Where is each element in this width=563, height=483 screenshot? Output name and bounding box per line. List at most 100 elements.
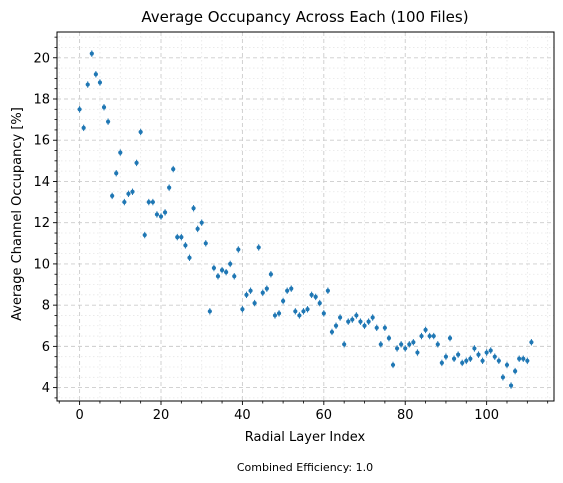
x-tick-label: 40	[234, 408, 251, 423]
y-tick-label: 10	[33, 257, 50, 272]
data-point	[317, 300, 322, 306]
data-point	[285, 288, 290, 293]
data-point	[236, 247, 241, 252]
data-point	[195, 226, 200, 231]
plot-frame	[56, 31, 555, 402]
data-point	[484, 350, 489, 355]
data-point	[77, 107, 82, 112]
data-point	[110, 193, 115, 198]
data-point	[443, 354, 449, 359]
data-points	[77, 50, 534, 389]
data-point	[464, 358, 469, 363]
data-point	[366, 319, 371, 324]
data-point	[354, 313, 359, 318]
data-point	[313, 294, 318, 299]
data-point	[272, 313, 278, 318]
data-point	[224, 270, 229, 275]
y-tick-label: 6	[42, 340, 50, 355]
data-point	[415, 350, 420, 355]
data-point	[167, 185, 172, 190]
data-point	[134, 160, 139, 166]
data-point	[138, 129, 143, 135]
data-point	[215, 274, 221, 279]
data-point	[521, 356, 526, 361]
data-point	[240, 307, 245, 312]
data-point	[305, 307, 310, 312]
data-point	[419, 333, 424, 339]
data-point	[525, 358, 530, 363]
data-point	[378, 342, 383, 347]
data-point	[439, 360, 444, 365]
data-point	[293, 309, 298, 314]
data-point	[97, 80, 103, 85]
data-point	[187, 255, 192, 260]
combined-efficiency-note: Combined Efficiency: 1.0	[237, 461, 373, 474]
data-point	[508, 383, 514, 388]
data-point	[411, 340, 416, 345]
data-point	[386, 336, 392, 341]
data-point	[329, 329, 335, 335]
data-point	[431, 333, 436, 339]
y-tick-label: 4	[42, 381, 50, 396]
minor-gridlines	[57, 32, 554, 401]
data-point	[150, 199, 155, 205]
data-point	[264, 286, 269, 291]
data-point	[517, 356, 522, 361]
x-tick-label: 20	[153, 408, 170, 423]
data-point	[101, 105, 107, 110]
data-point	[460, 360, 465, 365]
data-point	[260, 290, 265, 295]
data-point	[423, 327, 428, 332]
data-point	[333, 323, 339, 328]
data-point	[171, 166, 176, 172]
data-point	[427, 333, 432, 339]
data-point	[496, 358, 501, 363]
data-point	[105, 119, 111, 124]
data-point	[232, 274, 237, 279]
data-point	[529, 340, 534, 345]
data-point	[158, 214, 164, 219]
data-point	[451, 356, 457, 361]
data-point	[162, 210, 168, 215]
data-point	[183, 243, 188, 248]
data-point	[346, 319, 351, 324]
data-point	[114, 171, 119, 176]
data-point	[122, 199, 127, 205]
data-point	[403, 346, 408, 351]
y-tick-label: 18	[33, 92, 50, 107]
data-point	[276, 311, 282, 316]
x-tick-labels: 0 20 40 60 80 100	[75, 408, 499, 423]
data-point	[382, 325, 387, 330]
data-point	[301, 309, 306, 314]
data-point	[358, 319, 363, 324]
data-point	[281, 298, 286, 304]
data-point	[488, 348, 493, 353]
data-point	[297, 313, 302, 318]
data-point	[394, 346, 400, 351]
data-point	[435, 342, 440, 347]
data-point	[407, 342, 412, 347]
data-point	[146, 199, 151, 205]
data-point	[191, 206, 196, 211]
data-point	[370, 315, 375, 320]
data-point	[207, 309, 212, 314]
data-point	[492, 354, 497, 359]
x-axis-label: Radial Layer Index	[245, 430, 366, 445]
data-point	[390, 362, 396, 368]
data-point	[211, 265, 217, 271]
data-point	[513, 369, 518, 374]
data-point	[500, 375, 506, 380]
chart-title: Average Occupancy Across Each (100 Files…	[141, 8, 468, 26]
data-point	[248, 288, 253, 293]
data-point	[93, 72, 98, 77]
data-point	[175, 235, 180, 240]
data-point	[321, 311, 326, 316]
axis-ticks	[53, 36, 549, 405]
y-tick-label: 12	[33, 216, 50, 231]
data-point	[325, 288, 330, 293]
data-point	[130, 189, 135, 194]
data-point	[179, 235, 184, 240]
data-point	[85, 82, 90, 87]
